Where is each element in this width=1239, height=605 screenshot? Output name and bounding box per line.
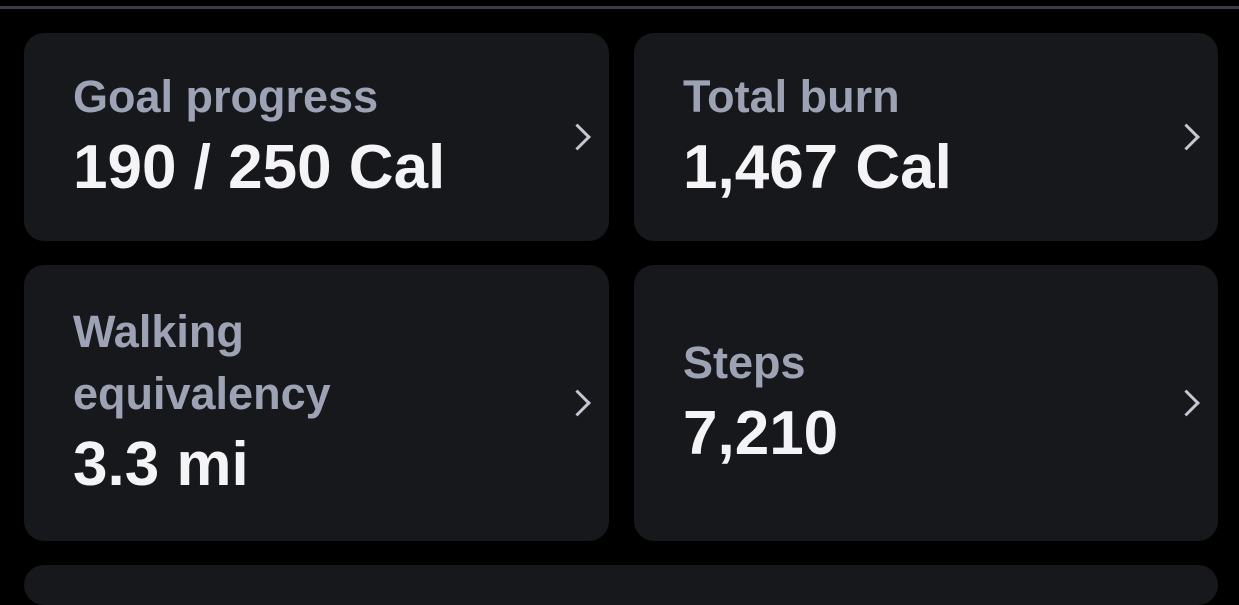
card-value: 1,467 Cal xyxy=(683,133,952,202)
card-label: Steps xyxy=(683,337,806,388)
total-burn-card[interactable]: Total burn 1,467 Cal xyxy=(634,33,1218,241)
steps-card[interactable]: Steps 7,210 xyxy=(634,265,1218,541)
next-card[interactable] xyxy=(24,565,1218,605)
card-label: Goal progress xyxy=(73,71,379,122)
card-value: 3.3 mi xyxy=(73,430,249,499)
divider xyxy=(0,6,1239,9)
card-label: Walking equivalency xyxy=(73,306,331,419)
chevron-right-icon xyxy=(564,389,591,417)
card-label: Total burn xyxy=(683,71,900,122)
card-value: 190 / 250 Cal xyxy=(73,133,446,202)
goal-progress-card[interactable]: Goal progress 190 / 250 Cal xyxy=(24,33,609,241)
card-value: 7,210 xyxy=(683,399,839,468)
walking-equivalency-card[interactable]: Walking equivalency 3.3 mi xyxy=(24,265,609,541)
